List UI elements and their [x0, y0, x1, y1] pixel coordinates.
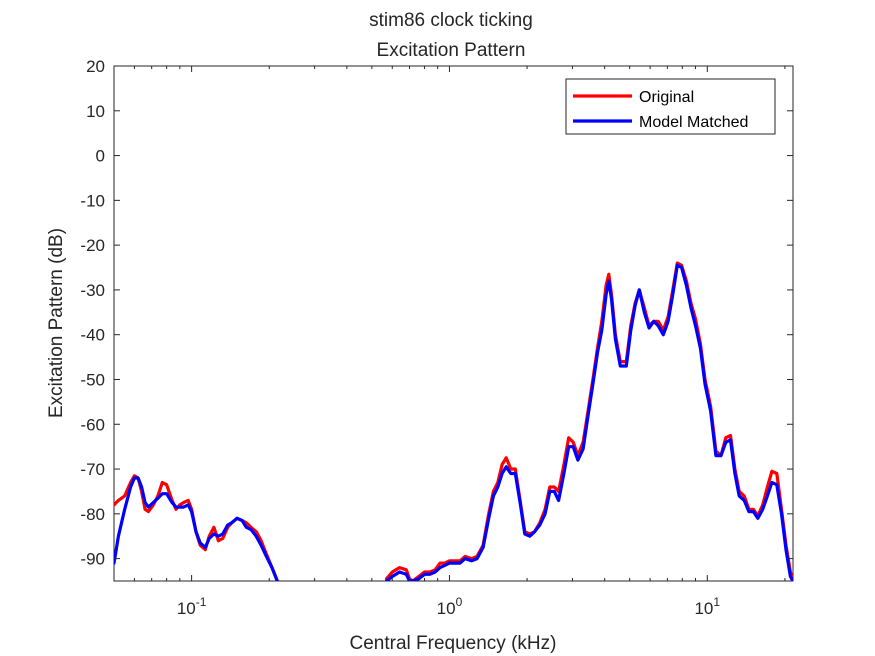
y-tick-label: -60 — [80, 415, 105, 434]
plot-area — [113, 65, 794, 582]
legend-label-model-matched: Model Matched — [639, 114, 748, 131]
x-tick-label: 101 — [694, 595, 720, 618]
y-tick-label: -90 — [80, 550, 105, 569]
y-tick-label: 0 — [96, 147, 105, 166]
x-tick-label: 100 — [437, 595, 463, 618]
x-axis-label: Central Frequency (kHz) — [350, 633, 557, 654]
series-layer — [114, 261, 793, 581]
legend-box — [565, 78, 776, 135]
chart-title: stim86 clock ticking — [369, 10, 533, 31]
plot-box — [113, 65, 794, 582]
y-tick-label: -80 — [80, 505, 105, 524]
y-tick-label: -50 — [80, 370, 105, 389]
x-tick-label: 10-1 — [177, 595, 207, 618]
y-tick-label: -40 — [80, 326, 105, 345]
legend: Original Model Matched — [565, 78, 776, 135]
legend-label-original: Original — [639, 89, 694, 106]
chart-subtitle: Excitation Pattern — [377, 40, 526, 61]
y-tick-label: -10 — [80, 191, 105, 210]
y-tick-label: -20 — [80, 236, 105, 255]
y-axis-label: Excitation Pattern (dB) — [46, 228, 67, 418]
y-tick-label: -70 — [80, 460, 105, 479]
series-line-model-matched — [114, 476, 279, 581]
x-axis-ticks: 10-1 100 101 — [113, 66, 786, 618]
y-tick-label: 10 — [86, 102, 105, 121]
y-tick-label: 20 — [86, 57, 105, 76]
series-line-model-matched — [384, 263, 793, 581]
y-tick-label: -30 — [80, 281, 105, 300]
y-axis-ticks: 20 10 0 -10 -20 -30 -40 -50 -60 -70 -80 -90 — [80, 57, 793, 569]
